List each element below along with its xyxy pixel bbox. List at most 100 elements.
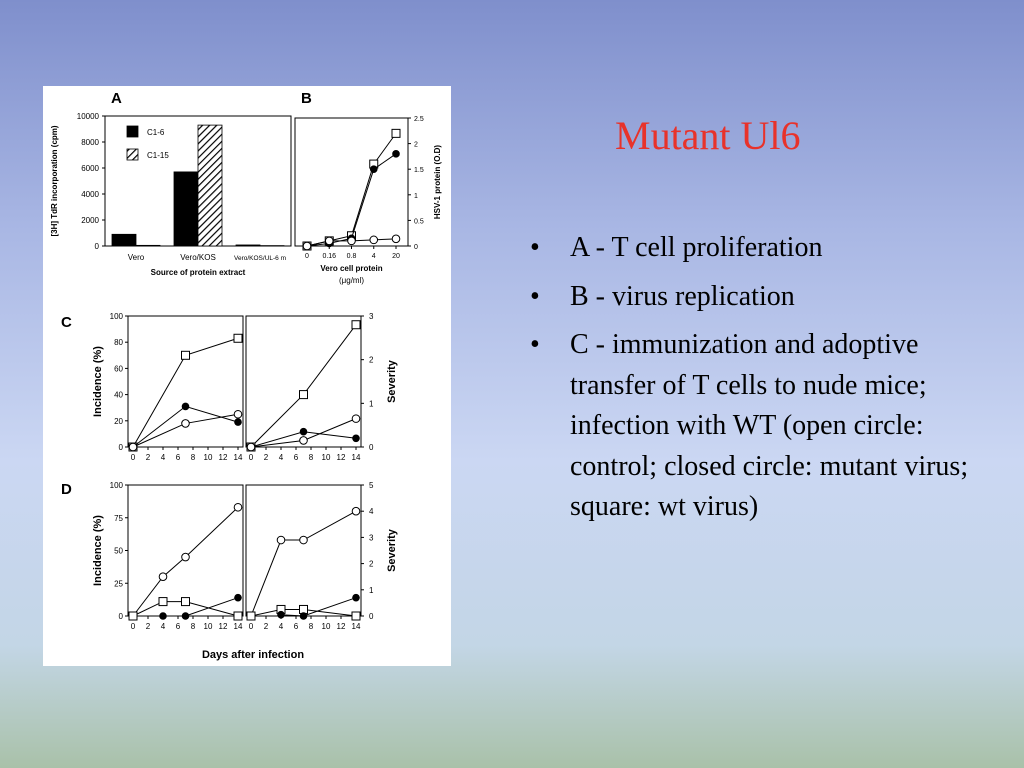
panel-d-incidence-point	[158, 572, 168, 582]
panel-c-left-ytick-label: 0	[119, 443, 124, 452]
bullet-item: • C - immunization and adoptive transfer …	[530, 325, 970, 528]
panel-b-xtick-label: 20	[392, 253, 400, 260]
panel-d-severity-point	[351, 611, 361, 621]
panel-b-ytick-label: 1.5	[414, 167, 424, 174]
panel-c-left-ytick-label: 100	[110, 312, 124, 321]
panel-d-right-frame	[245, 484, 362, 617]
panel-a-category-label: Vero/KOS	[180, 253, 216, 262]
panel-b-ytick-label: 2.5	[414, 116, 424, 123]
panel-d-right-ytick-label: 0	[369, 612, 374, 621]
panel-b-point	[391, 234, 401, 244]
panel-c-severity-point	[351, 320, 361, 330]
panel-label-c: C	[61, 314, 72, 331]
panel-c-left-xtick-label: 12	[219, 453, 228, 462]
panel-a-bar	[235, 244, 261, 247]
panel-a-bar	[197, 124, 223, 247]
panel-b-ylabel: HSV-1 protein (O.D)	[433, 145, 442, 220]
panel-c-left-ytick-label: 60	[114, 364, 123, 373]
panel-c-incidence-point	[233, 409, 243, 419]
panel-c-incidence-point	[233, 333, 243, 343]
panel-c-left-xtick-label: 14	[234, 453, 243, 462]
panel-b-xtick-label: 0.16	[322, 253, 336, 260]
panel-d-incidence-point	[158, 597, 168, 607]
panel-c-right-xtick-label: 12	[337, 453, 346, 462]
panel-b-series-line	[306, 133, 397, 247]
panel-a-bar	[111, 233, 137, 247]
panel-d-left-ytick-label: 75	[114, 514, 123, 523]
panel-c-incidence-point	[128, 442, 138, 452]
panel-label-a: A	[111, 90, 122, 107]
panel-d-severity-point	[299, 535, 308, 545]
panel-d-severity-line	[250, 608, 357, 617]
panel-c-left-xtick-label: 6	[176, 453, 181, 462]
bullet-item: • B - virus replication	[530, 277, 970, 318]
panel-c-incidence-point	[181, 419, 190, 428]
panel-d-right-xtick-label: 6	[294, 622, 299, 631]
panel-d-incidence-line	[132, 506, 239, 617]
panel-c-right-xtick-label: 2	[264, 453, 269, 462]
panel-c-left-xtick-label: 10	[204, 453, 213, 462]
panel-d-left-xtick-label: 0	[131, 622, 136, 631]
panel-d-right-ytick-label: 5	[369, 481, 374, 490]
panel-d-incidence-point	[128, 611, 138, 621]
panel-d-incidence-line	[132, 601, 239, 617]
panel-d-left-xtick-label: 2	[146, 622, 151, 631]
panel-a-category-label: Vero	[128, 253, 145, 262]
bullet-text: A - T cell proliferation	[570, 232, 823, 263]
panel-b-xtick-label: 0	[305, 253, 309, 260]
panel-d-severity-line	[280, 597, 357, 617]
panel-d-ylabel-right: Severity	[386, 528, 398, 572]
bullet-list: • A - T cell proliferation • B - virus rep…	[530, 228, 970, 536]
panel-d-left-xtick-label: 12	[219, 622, 228, 631]
panel-c-ylabel-left: Incidence (%)	[92, 346, 104, 417]
panel-c-severity-point	[352, 434, 360, 443]
panel-c-right-xtick-label: 10	[322, 453, 331, 462]
panel-d-severity-point	[277, 610, 285, 619]
panel-d-left-ytick-label: 0	[119, 612, 124, 621]
panel-a-bar	[135, 244, 161, 247]
panel-b-frame	[294, 117, 409, 247]
panel-d-incidence-point	[233, 611, 243, 621]
panel-d-left-xtick-label: 14	[234, 622, 243, 631]
panel-c-right-xtick-label: 14	[352, 453, 361, 462]
panel-a-xlabel: Source of protein extract	[151, 268, 246, 277]
panel-d-right-ytick-label: 2	[369, 560, 374, 569]
panel-c-incidence-point	[181, 350, 190, 360]
panel-c-severity-point	[299, 390, 308, 400]
panel-d-incidence-point	[234, 593, 242, 602]
bullet-text: C - immunization and adoptive transfer o…	[570, 329, 969, 522]
panel-d-severity-point	[276, 535, 286, 545]
panel-b-point	[392, 150, 400, 158]
panel-c-right-xtick-label: 4	[279, 453, 284, 462]
panel-d-ylabel-left: Incidence (%)	[92, 515, 104, 586]
bullet-dot-icon: •	[530, 329, 540, 360]
panel-b-ytick-label: 1	[414, 193, 418, 200]
bullet-dot-icon: •	[530, 232, 540, 263]
panel-d-severity-point	[299, 612, 308, 620]
panel-c-left-ytick-label: 20	[114, 417, 123, 426]
panel-b-xtick-label: 0.8	[347, 253, 357, 260]
panel-c-left-frame	[127, 315, 244, 448]
panel-d-severity-point	[352, 593, 360, 602]
panel-d-incidence-point	[233, 502, 243, 512]
panel-d-right-xtick-label: 10	[322, 622, 331, 631]
panel-c-incidence-point	[181, 402, 190, 411]
panel-d-right-xtick-label: 2	[264, 622, 269, 631]
panel-c-right-xtick-label: 8	[309, 453, 314, 462]
panel-c-severity-point	[299, 427, 308, 436]
panel-b-point	[369, 165, 378, 173]
panel-d-right-ytick-label: 4	[369, 507, 374, 516]
panel-a-ytick-label: 0	[95, 242, 100, 251]
panel-d-left-ytick-label: 50	[114, 547, 123, 556]
panel-d-right-xtick-label: 4	[279, 622, 284, 631]
panel-d-left-xtick-label: 4	[161, 622, 166, 631]
panel-d-right-xtick-label: 8	[309, 622, 314, 631]
panel-d-incidence-point	[159, 612, 167, 620]
panel-d-left-ytick-label: 25	[114, 579, 123, 588]
panel-a-ytick-label: 10000	[77, 112, 100, 121]
panel-c-right-ytick-label: 3	[369, 312, 374, 321]
panel-c-right-ytick-label: 2	[369, 356, 374, 365]
panel-d-severity-point	[351, 506, 361, 516]
panel-label-b: B	[301, 90, 312, 107]
panel-a-ytick-label: 2000	[81, 216, 99, 225]
